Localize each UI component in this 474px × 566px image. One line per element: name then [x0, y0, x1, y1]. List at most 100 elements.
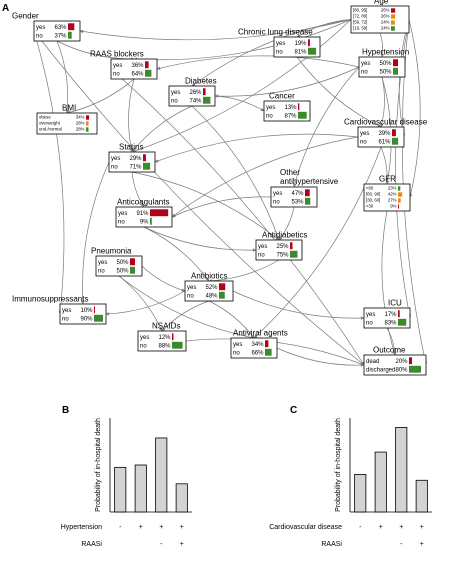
row-label-antibiotics-0: yes: [187, 285, 196, 291]
edge-age-to-statins: [131, 19, 352, 153]
row-label-cvd-1: no: [360, 140, 367, 146]
edge-diabetes-to-antidiab: [191, 105, 280, 241]
node-title-other_antihyp-0: Other: [280, 168, 300, 177]
row-label-age-3: [19, 59]: [353, 26, 367, 31]
prob-bar-hypertension-1: [393, 67, 398, 75]
edge-hypertension-to-diabetes: [214, 66, 360, 98]
prob-bar-chronic_lung-1: [308, 47, 317, 55]
row-label-age-2: [59, 72]: [353, 20, 367, 25]
row-label-immuno-1: no: [62, 317, 69, 323]
node-statins: Statins yes 29% no 71%: [108, 143, 156, 173]
row-label-antidiab-0: yes: [258, 244, 267, 250]
row-label-nsaids-0: yes: [140, 335, 149, 341]
row-label-age-0: [80, 95]: [353, 8, 367, 13]
prob-bar-other_antihyp-1: [305, 197, 311, 205]
node-title-nsaids: NSAIDs: [152, 322, 180, 331]
row-value-pneumonia-1: 50%: [116, 269, 129, 275]
edge-diabetes-to-statins: [131, 105, 193, 153]
row-value-statins-1: 71%: [129, 165, 142, 171]
row-label-bmi-0: obese: [39, 115, 51, 120]
row-value-anticoag-1: 9%: [140, 220, 149, 226]
edge-pneumonia-to-antiviral: [118, 275, 255, 340]
node-antidiab: Antidiabetics yes 25% no 75%: [255, 231, 307, 261]
node-title-chronic_lung: Chronic lung disease: [238, 28, 313, 37]
factor-sign-0-2: +: [399, 524, 403, 531]
bar-2: [155, 437, 168, 513]
edge-statins-to-antidiab: [131, 171, 280, 241]
row-value-age-1: 26%: [381, 14, 390, 19]
row-label-hypertension-0: yes: [361, 61, 370, 67]
prob-bar-cvd-1: [392, 137, 399, 145]
row-label-gfr-0: >90: [366, 186, 374, 191]
row-label-pneumonia-1: no: [98, 269, 105, 275]
prob-bar-immuno-0: [94, 306, 95, 314]
prob-bar-raas-1: [145, 69, 152, 77]
edge-antibiotics-to-antiviral: [208, 300, 255, 339]
factor-sign-1-3: +: [180, 541, 184, 548]
node-title-age: Age: [374, 0, 389, 6]
factor-sign-0-3: +: [180, 524, 184, 531]
node-gfr: GFR >90 23% [60, 90] 42% [30, 60] 27% <30 9%: [363, 175, 411, 212]
node-age: Age [80, 95] 26% [72, 80] 26% [59, 72] 24% [19,…: [350, 0, 410, 34]
node-title-antidiab: Antidiabetics: [262, 231, 307, 240]
factor-sign-1-3: +: [420, 541, 424, 548]
chart-b: Probability of in-hospital death Hyperten…: [61, 418, 192, 548]
row-label-antiviral-0: yes: [233, 342, 242, 348]
edge-icu-to-outcome: [386, 327, 397, 356]
y-axis-label: Probability of in-hospital death: [335, 418, 342, 512]
row-value-raas-1: 64%: [131, 72, 144, 78]
edge-chronic_lung-to-cvd: [296, 56, 382, 128]
row-value-bmi-2: 28%: [76, 127, 85, 132]
node-title-pneumonia: Pneumonia: [91, 247, 132, 256]
node-title-gender: Gender: [12, 12, 39, 21]
prob-bar-hypertension-0: [393, 59, 398, 67]
row-label-raas-0: yes: [113, 63, 122, 69]
row-value-age-0: 26%: [381, 8, 390, 13]
prob-bar-age-1: [391, 14, 396, 19]
panel-label-a: A: [2, 3, 9, 14]
edge-age-to-raas: [133, 19, 352, 61]
row-value-cvd-0: 39%: [378, 131, 391, 137]
prob-bar-raas-0: [145, 61, 149, 69]
node-title-cvd: Cardiovascular disease: [344, 118, 428, 127]
prob-bar-nsaids-1: [172, 341, 183, 349]
factor-label-0: Cardiovascular disease: [269, 524, 342, 531]
row-value-gfr-3: 9%: [390, 204, 396, 209]
row-label-bmi-2: und./normal: [39, 127, 62, 132]
edge-antibiotics-to-immuno: [105, 290, 186, 316]
edge-antiviral-to-outcome: [276, 347, 365, 367]
node-outcome: Outcome dead 20%discharged 80%: [363, 346, 427, 376]
row-label-icu-0: yes: [366, 312, 375, 318]
row-label-cancer-1: no: [266, 114, 273, 120]
prob-bar-diabetes-0: [203, 88, 206, 96]
factor-sign-0-1: +: [379, 524, 383, 531]
bar-2: [395, 426, 408, 513]
row-value-statins-0: 29%: [129, 156, 142, 162]
node-title-hypertension: Hypertension: [362, 48, 409, 57]
edge-raas-to-outcome: [110, 68, 365, 366]
edge-statins-to-anticoag: [131, 171, 145, 208]
row-value-gfr-2: 27%: [388, 198, 397, 203]
row-value-icu-1: 83%: [384, 321, 397, 327]
row-value-hypertension-1: 50%: [379, 70, 392, 76]
prob-bar-bmi-1: [86, 121, 89, 126]
edge-hypertension-to-raas: [156, 55, 360, 70]
prob-bar-bmi-0: [86, 115, 90, 120]
prob-bar-gfr-1: [398, 192, 403, 197]
edge-age-to-diabetes: [191, 19, 352, 87]
factor-sign-0-0: -: [359, 524, 362, 531]
prob-bar-outcome-0: [409, 357, 412, 365]
edge-gender-to-immuno: [33, 30, 65, 315]
row-value-outcome-0: 20%: [395, 359, 408, 365]
edge-age-to-gfr: [408, 19, 421, 198]
node-title-cancer: Cancer: [269, 92, 295, 101]
row-value-antiviral-0: 34%: [251, 342, 264, 348]
row-label-age-1: [72, 80]: [353, 14, 367, 19]
row-value-icu-0: 17%: [384, 312, 397, 318]
prob-bar-icu-1: [398, 318, 407, 326]
row-value-antibiotics-0: 52%: [205, 285, 218, 291]
node-hypertension: Hypertension yes 50% no 50%: [358, 48, 409, 78]
node-title-immuno: Immunosuppressants: [12, 295, 88, 304]
